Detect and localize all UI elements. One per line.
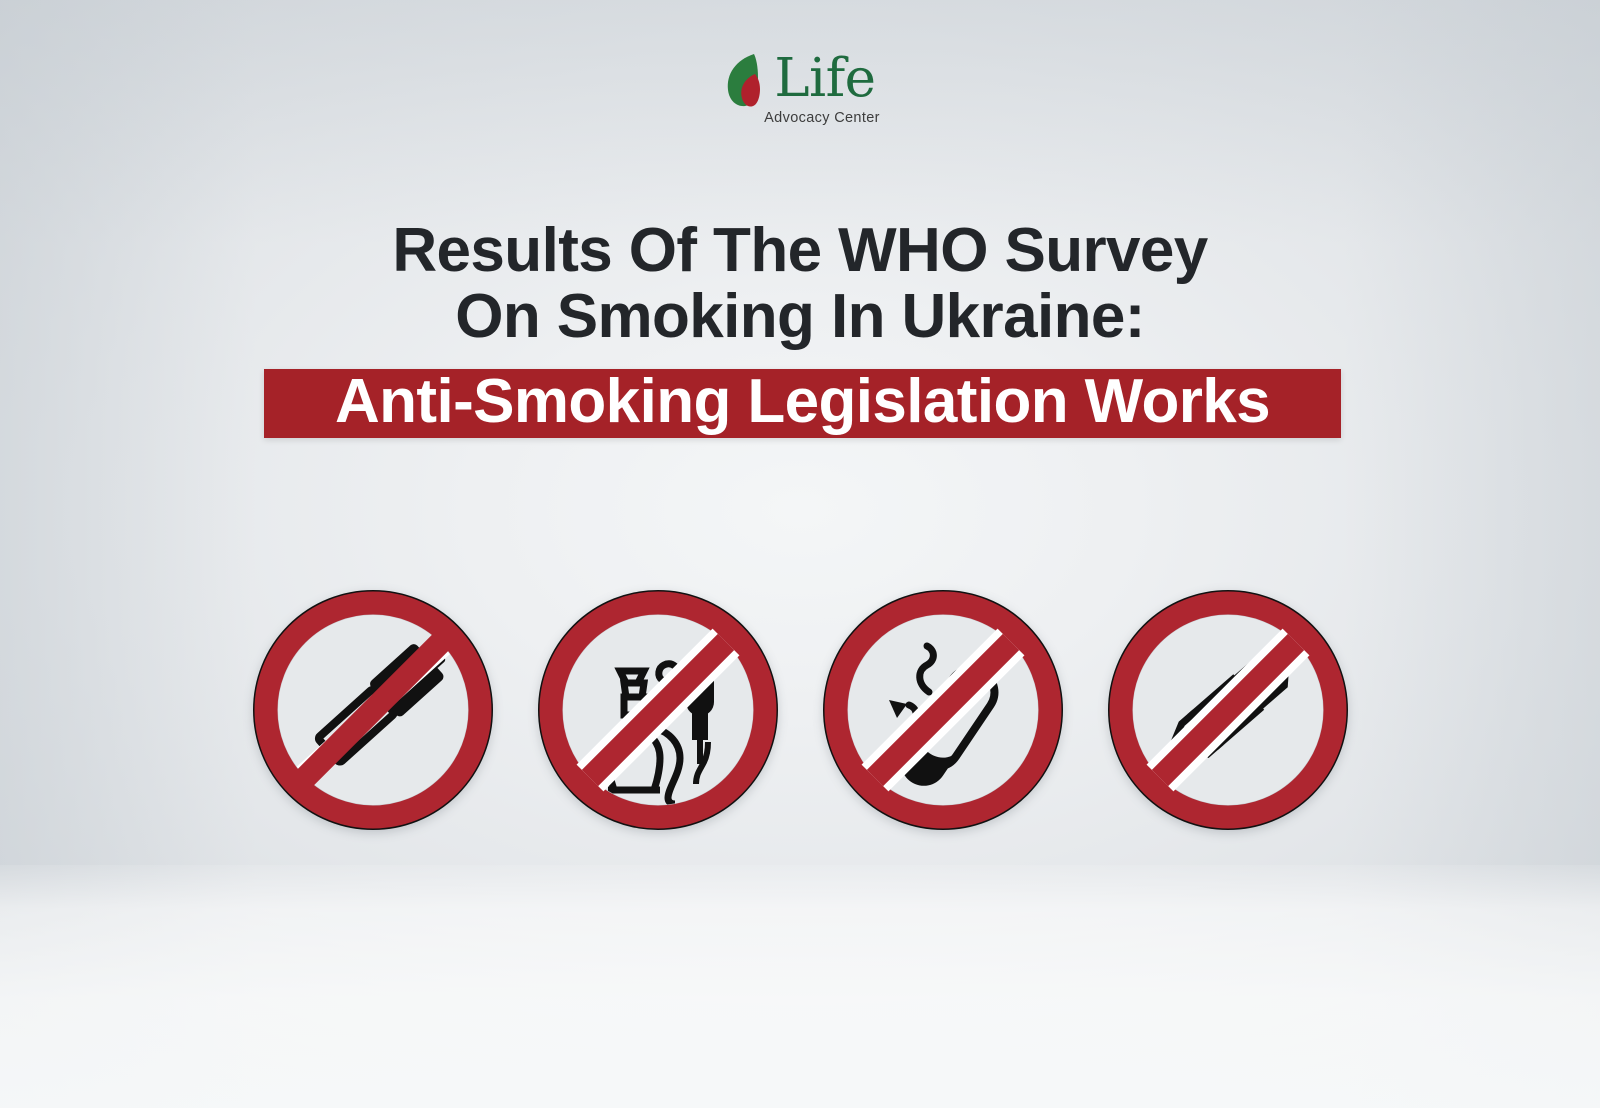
headline-highlight-text: Anti-Smoking Legislation Works	[334, 366, 1271, 436]
brand-logo[interactable]: Life Advocacy Center	[0, 52, 1600, 126]
leaf-logo-icon	[724, 52, 770, 108]
page-title: Results Of The WHO Survey On Smoking In …	[0, 218, 1600, 350]
prohibition-sign-row	[0, 588, 1600, 832]
sign-no-vape-device	[251, 588, 495, 832]
headline-highlight-banner: Anti-Smoking Legislation Works	[264, 369, 1341, 438]
sign-no-heated-tobacco	[1106, 588, 1350, 832]
logo-wordmark: Life	[774, 47, 876, 109]
headline-line-1: Results Of The WHO Survey	[392, 216, 1208, 285]
logo-row: Life	[724, 47, 876, 109]
logo-subtitle: Advocacy Center	[764, 110, 880, 126]
background-floor-band	[0, 865, 1600, 1108]
headline-line-2: On Smoking In Ukraine:	[455, 282, 1145, 351]
sign-no-hookah	[536, 588, 780, 832]
sign-no-cigarette	[821, 588, 1065, 832]
